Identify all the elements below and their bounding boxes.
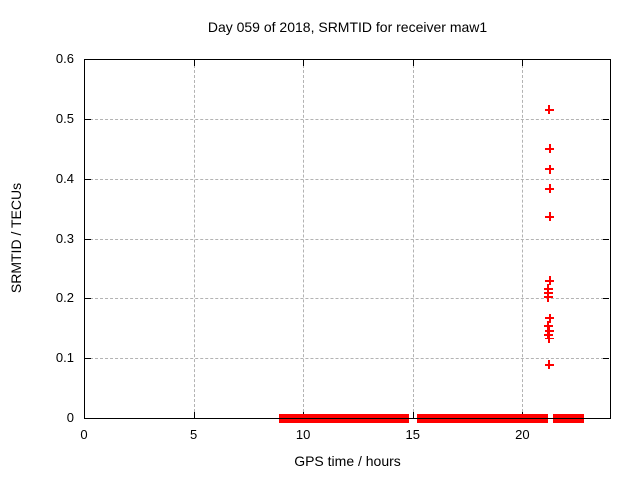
- axis-tick: [603, 238, 609, 240]
- y-tick-label: 0.4: [55, 170, 74, 186]
- gridline: [412, 60, 414, 417]
- y-tick-label: 0.2: [55, 290, 74, 306]
- axis-tick: [85, 59, 91, 60]
- y-tick-label: 0.1: [55, 350, 74, 366]
- axis-tick: [84, 412, 85, 418]
- data-point-marker: [544, 333, 554, 343]
- gridline: [85, 178, 609, 180]
- axis-tick: [85, 298, 91, 300]
- data-point-marker: [545, 164, 555, 174]
- x-tick-label: 20: [515, 427, 530, 442]
- axis-tick: [522, 60, 524, 66]
- chart-title: Day 059 of 2018, SRMTID for receiver maw…: [207, 19, 488, 35]
- data-point-marker: [545, 313, 555, 323]
- data-point-marker: [545, 144, 555, 154]
- gridline: [303, 60, 305, 417]
- axis-tick: [603, 358, 609, 360]
- x-tick-label: 0: [80, 427, 88, 442]
- y-tick-label: 0.3: [55, 230, 74, 246]
- data-point-marker: [544, 360, 554, 370]
- axis-tick: [412, 60, 414, 66]
- data-point-marker: [543, 321, 553, 331]
- x-axis-label: GPS time / hours: [294, 453, 401, 469]
- gridline: [85, 358, 609, 360]
- x-tick-label: 10: [295, 427, 311, 442]
- y-tick-label: 0: [66, 410, 74, 425]
- axis-tick: [85, 238, 91, 240]
- axis-tick: [85, 118, 91, 120]
- axis-tick: [603, 298, 609, 300]
- gridline: [85, 118, 609, 120]
- axis-tick: [303, 60, 305, 66]
- axis-tick: [85, 178, 91, 180]
- y-axis-label: SRMTID / TECUs: [8, 182, 24, 294]
- axis-tick: [412, 412, 414, 418]
- gridline: [193, 60, 195, 417]
- axis-tick: [603, 118, 609, 120]
- axis-tick: [193, 60, 195, 66]
- axis-tick: [193, 412, 195, 418]
- y-tick-label: 0.5: [55, 110, 74, 126]
- axis-tick: [85, 358, 91, 360]
- data-point-marker: [543, 292, 553, 302]
- x-axis-line: [84, 418, 611, 419]
- axis-tick: [603, 178, 609, 180]
- x-tick-label: 15: [405, 427, 420, 442]
- gridline: [522, 60, 524, 417]
- axis-tick: [84, 60, 85, 66]
- gridline: [85, 238, 609, 240]
- axis-tick: [603, 59, 609, 60]
- data-point-marker: [545, 212, 555, 222]
- gridline: [85, 298, 609, 300]
- data-point-marker: [545, 276, 555, 286]
- data-point-marker: [545, 184, 555, 194]
- y-tick-label: 0.6: [55, 51, 74, 66]
- data-point-marker: [544, 105, 554, 115]
- x-tick-label: 5: [189, 427, 198, 442]
